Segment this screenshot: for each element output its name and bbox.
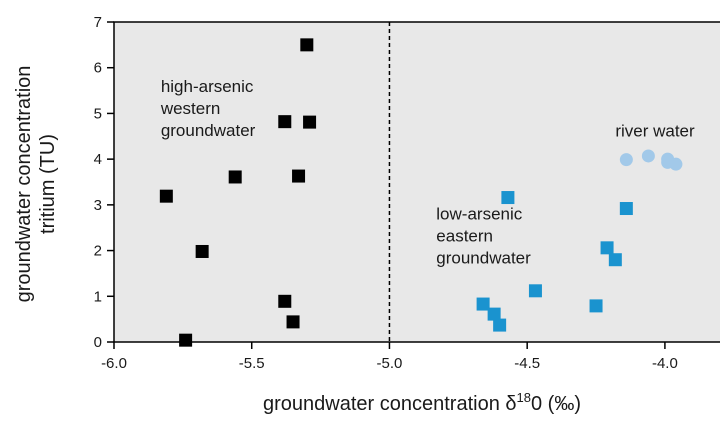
data-point <box>493 318 507 332</box>
data-point <box>528 284 542 298</box>
data-point <box>292 169 306 183</box>
data-point <box>159 189 173 203</box>
y-tick-label: 4 <box>94 151 102 168</box>
data-point <box>303 115 317 129</box>
plot-frame <box>113 21 720 343</box>
plot-area <box>114 22 720 342</box>
data-point <box>476 297 490 311</box>
annotation-label: high-arsenic western groundwater <box>160 77 256 140</box>
y-tick-label: 6 <box>94 60 102 77</box>
annotation-label: river water <box>615 121 695 140</box>
data-point <box>608 253 622 267</box>
y-tick-label: 1 <box>94 288 102 305</box>
data-point <box>278 115 292 129</box>
data-point <box>179 333 193 347</box>
y-axis-title-line2: tritium (TU) <box>37 134 59 234</box>
y-tick-label: 0 <box>94 334 102 351</box>
y-axis-title: groundwater concentration tritium (TU) <box>13 66 59 303</box>
x-tick-label: -5.5 <box>239 355 265 372</box>
data-point <box>669 157 683 171</box>
data-point <box>600 241 614 255</box>
data-point <box>228 170 242 184</box>
annotation-label: low-arsenic eastern groundwater <box>436 204 531 267</box>
y-tick-label: 7 <box>94 14 102 31</box>
data-point <box>286 315 300 329</box>
y-axis-title-line1: groundwater concentration <box>13 66 35 303</box>
y-tick-label: 2 <box>94 243 102 260</box>
data-point <box>641 149 655 163</box>
x-tick-label: -5.0 <box>377 355 403 372</box>
data-point <box>619 202 633 216</box>
data-point <box>501 191 515 205</box>
x-tick-label: -4.5 <box>514 355 540 372</box>
data-point <box>589 299 603 313</box>
y-tick-label: 3 <box>94 197 102 214</box>
data-point <box>300 38 314 52</box>
data-point <box>487 307 501 321</box>
data-point <box>278 294 292 308</box>
data-point <box>619 153 633 167</box>
x-axis-title: groundwater concentration δ180 (‰) <box>263 390 581 415</box>
data-point <box>195 244 209 258</box>
y-tick-label: 5 <box>94 105 102 122</box>
x-tick-label: -4.0 <box>652 355 678 372</box>
x-tick-label: -6.0 <box>101 355 127 372</box>
